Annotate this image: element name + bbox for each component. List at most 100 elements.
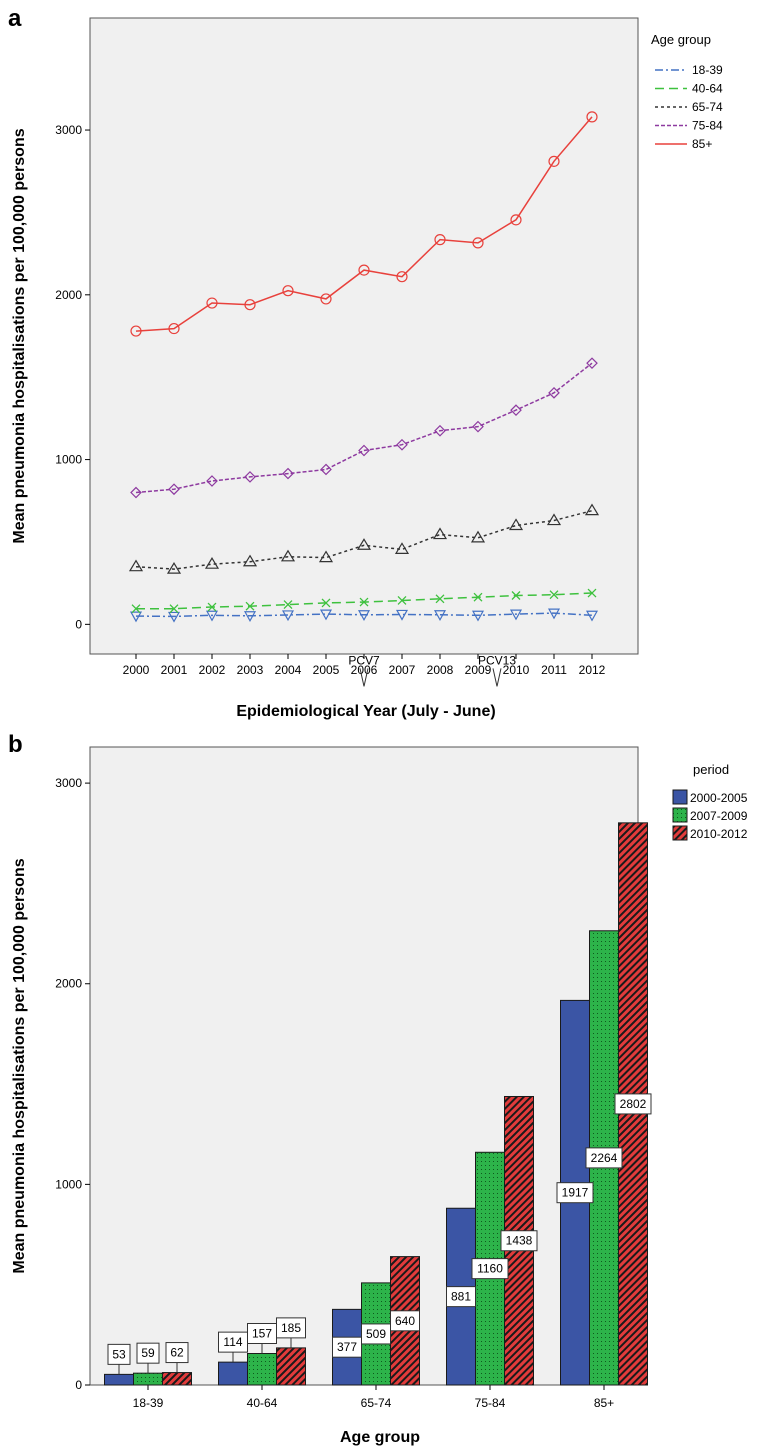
data-label: 2802 xyxy=(620,1097,647,1111)
legend-swatch-2000-2005 xyxy=(672,789,688,805)
series-line-85plus xyxy=(135,116,593,332)
panel-a-legend: Age group 18-39 40-64 65-74 75-84 85+ xyxy=(651,32,723,151)
panel-b-x-axis-title: Age group xyxy=(340,1429,420,1446)
panel-b-x-tick-label: 18-39 xyxy=(133,1396,164,1410)
data-label: 114 xyxy=(223,1335,242,1349)
legend-label-75-84: 75-84 xyxy=(692,119,723,133)
point-75-84 xyxy=(130,486,142,499)
point-18-39 xyxy=(129,611,143,623)
bar-2000-2005 xyxy=(104,1373,134,1386)
panel-a-letter: a xyxy=(8,5,22,32)
point-18-39 xyxy=(281,610,295,622)
data-label-box xyxy=(614,1093,652,1115)
point-40-64 xyxy=(131,604,141,614)
point-18-39 xyxy=(547,608,561,620)
point-65-74 xyxy=(394,542,410,554)
panel-a-y-tick-label: 2000 xyxy=(55,288,82,302)
panel-a-x-tick-label: 2011 xyxy=(541,663,567,677)
data-label: 640 xyxy=(395,1314,415,1328)
point-18-39 xyxy=(471,610,485,622)
data-label-box xyxy=(500,1230,538,1252)
point-65-74 xyxy=(204,557,220,569)
point-40-64 xyxy=(169,604,179,614)
point-75-84 xyxy=(358,444,370,457)
point-18-39 xyxy=(167,611,181,623)
point-75-84 xyxy=(168,483,180,496)
annotation-label: PCV13 xyxy=(478,653,516,667)
panel-a-x-axis-title: Epidemiological Year (July - June) xyxy=(236,703,495,720)
panel-b-y-axis-title: Mean pneumonia hospitalisations per 100,… xyxy=(11,858,28,1273)
data-label-box xyxy=(390,1310,420,1332)
point-75-84 xyxy=(244,471,256,483)
point-75-84 xyxy=(510,404,522,416)
point-75-84 xyxy=(320,463,332,476)
point-85plus xyxy=(510,214,522,226)
legend-label-2007-2009: 2007-2009 xyxy=(690,809,748,823)
point-75-84 xyxy=(396,438,408,451)
point-40-64 xyxy=(321,598,331,608)
data-label-box xyxy=(471,1258,509,1280)
point-85plus xyxy=(244,299,256,311)
point-18-39 xyxy=(433,610,447,622)
point-85plus xyxy=(548,155,560,167)
point-85plus xyxy=(586,111,598,123)
panel-a-legend-title: Age group xyxy=(651,32,711,47)
panel-a-x-tick-label: 2007 xyxy=(389,663,416,677)
point-85plus xyxy=(282,285,294,297)
data-label-box xyxy=(556,1182,594,1204)
point-85plus xyxy=(472,237,484,249)
bar-2010-2012 xyxy=(162,1372,192,1386)
panel-a-x-tick-label: 2002 xyxy=(199,663,226,677)
panel-b-y-tick-label: 3000 xyxy=(55,776,82,790)
point-18-39 xyxy=(395,609,409,621)
data-label: 2264 xyxy=(591,1151,618,1165)
point-40-64 xyxy=(283,600,293,610)
point-75-84 xyxy=(434,424,446,437)
panel-b-letter: b xyxy=(8,731,23,758)
panel-b-x-tick-label: 40-64 xyxy=(247,1396,278,1410)
point-18-39 xyxy=(585,610,599,622)
annotation-label: PCV7 xyxy=(348,653,380,667)
series-line-65-74 xyxy=(135,509,593,570)
panel-b-x-tick-label: 85+ xyxy=(594,1396,614,1410)
point-65-74 xyxy=(166,561,182,574)
point-40-64 xyxy=(511,591,521,600)
point-85plus xyxy=(358,264,370,276)
legend-label-85plus: 85+ xyxy=(692,137,712,151)
panel-a-x-tick-label: 2012 xyxy=(579,663,606,677)
panel-a-content: 0 1000 2000 3000 2000 2001 2002 2003 2004 2005 200… xyxy=(55,111,606,687)
point-75-84 xyxy=(472,420,484,433)
data-label: 377 xyxy=(337,1340,357,1354)
panel-b-y-tick-label: 1000 xyxy=(55,1177,82,1191)
point-65-74 xyxy=(318,550,334,563)
point-65-74 xyxy=(280,549,296,562)
point-85plus xyxy=(434,234,446,246)
point-75-84 xyxy=(548,386,560,399)
panel-a-x-tick-label: 2006 xyxy=(351,663,378,677)
legend-label-65-74: 65-74 xyxy=(692,100,723,114)
point-75-84 xyxy=(206,475,218,487)
panel-a-x-tick-label: 2003 xyxy=(237,663,264,677)
annotation-arrow xyxy=(492,668,502,687)
panel-b-y-tick-label: 2000 xyxy=(55,977,82,991)
point-65-74 xyxy=(584,503,600,516)
point-40-64 xyxy=(397,595,407,605)
data-label: 59 xyxy=(141,1346,155,1360)
data-label-box xyxy=(276,1317,306,1339)
data-label: 185 xyxy=(281,1321,301,1335)
point-65-74 xyxy=(508,518,524,531)
point-75-84 xyxy=(282,467,294,480)
panel-a-y-tick-label: 3000 xyxy=(55,123,82,137)
point-18-39 xyxy=(205,610,219,622)
panel-b-legend-title: period xyxy=(693,762,729,777)
series-line-75-84 xyxy=(135,362,593,494)
point-40-64 xyxy=(435,594,445,604)
data-label-box xyxy=(165,1342,189,1364)
data-label: 881 xyxy=(451,1290,471,1304)
point-40-64 xyxy=(587,588,597,598)
legend-swatch-2010-2012 xyxy=(672,825,688,841)
point-65-74 xyxy=(128,559,144,572)
panel-a-x-tick-label: 2000 xyxy=(123,663,150,677)
panel-a-x-tick-label: 2001 xyxy=(161,663,188,677)
